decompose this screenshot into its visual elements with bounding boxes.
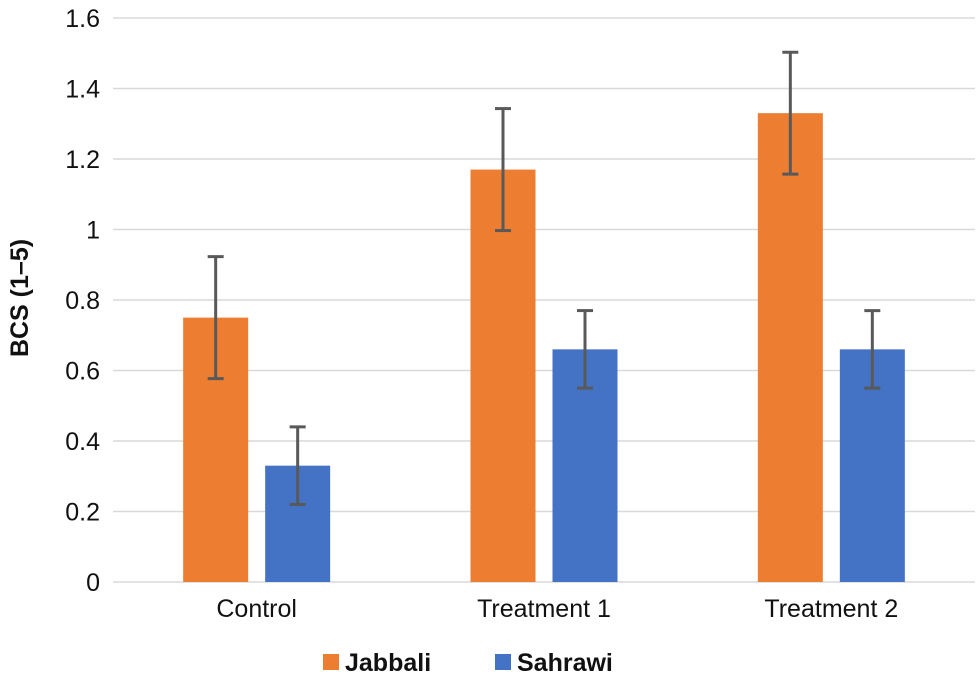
bar-jabbali-treatment-2: [757, 113, 823, 583]
legend-label: Sahrawi: [517, 649, 613, 677]
error-bar-sahrawi-treatment-1: [577, 309, 593, 390]
gridlines: [113, 17, 975, 583]
error-bar-jabbali-treatment-2: [782, 50, 799, 176]
error-bar-jabbali-treatment-1: [495, 107, 511, 233]
y-tick-label: 1.6: [65, 5, 100, 33]
error-bar-sahrawi-treatment-2: [864, 309, 881, 390]
x-category-label: Treatment 2: [764, 595, 898, 623]
error-bars: [207, 50, 881, 506]
error-bar-sahrawi-control: [289, 425, 306, 506]
y-tick-label: 0.4: [65, 428, 100, 456]
y-axis-title: BCS (1–5): [6, 239, 34, 357]
y-tick-label: 1.2: [65, 146, 100, 174]
x-category-label: Treatment 1: [477, 595, 611, 623]
y-tick-label: 0.8: [65, 287, 100, 315]
y-axis-ticks: 0 0.2 0.4 0.6 0.8 1 1.2 1.4 1.6: [65, 5, 100, 597]
legend-item-sahrawi: Sahrawi: [495, 649, 613, 677]
legend-item-jabbali: Jabbali: [323, 649, 431, 677]
legend: Jabbali Sahrawi: [323, 649, 613, 677]
y-tick-label: 1.4: [65, 76, 100, 104]
legend-swatch: [323, 654, 339, 670]
x-category-label: Control: [216, 595, 297, 623]
y-tick-label: 0.6: [65, 358, 100, 386]
legend-swatch: [495, 654, 511, 670]
y-tick-label: 1: [86, 217, 100, 245]
y-tick-label: 0: [86, 569, 100, 597]
y-tick-label: 0.2: [65, 499, 100, 527]
legend-label: Jabbali: [345, 649, 431, 677]
error-bar-jabbali-control: [207, 255, 224, 381]
bar-jabbali-treatment-1: [470, 169, 536, 582]
x-axis-categories: Control Treatment 1 Treatment 2: [216, 595, 898, 623]
